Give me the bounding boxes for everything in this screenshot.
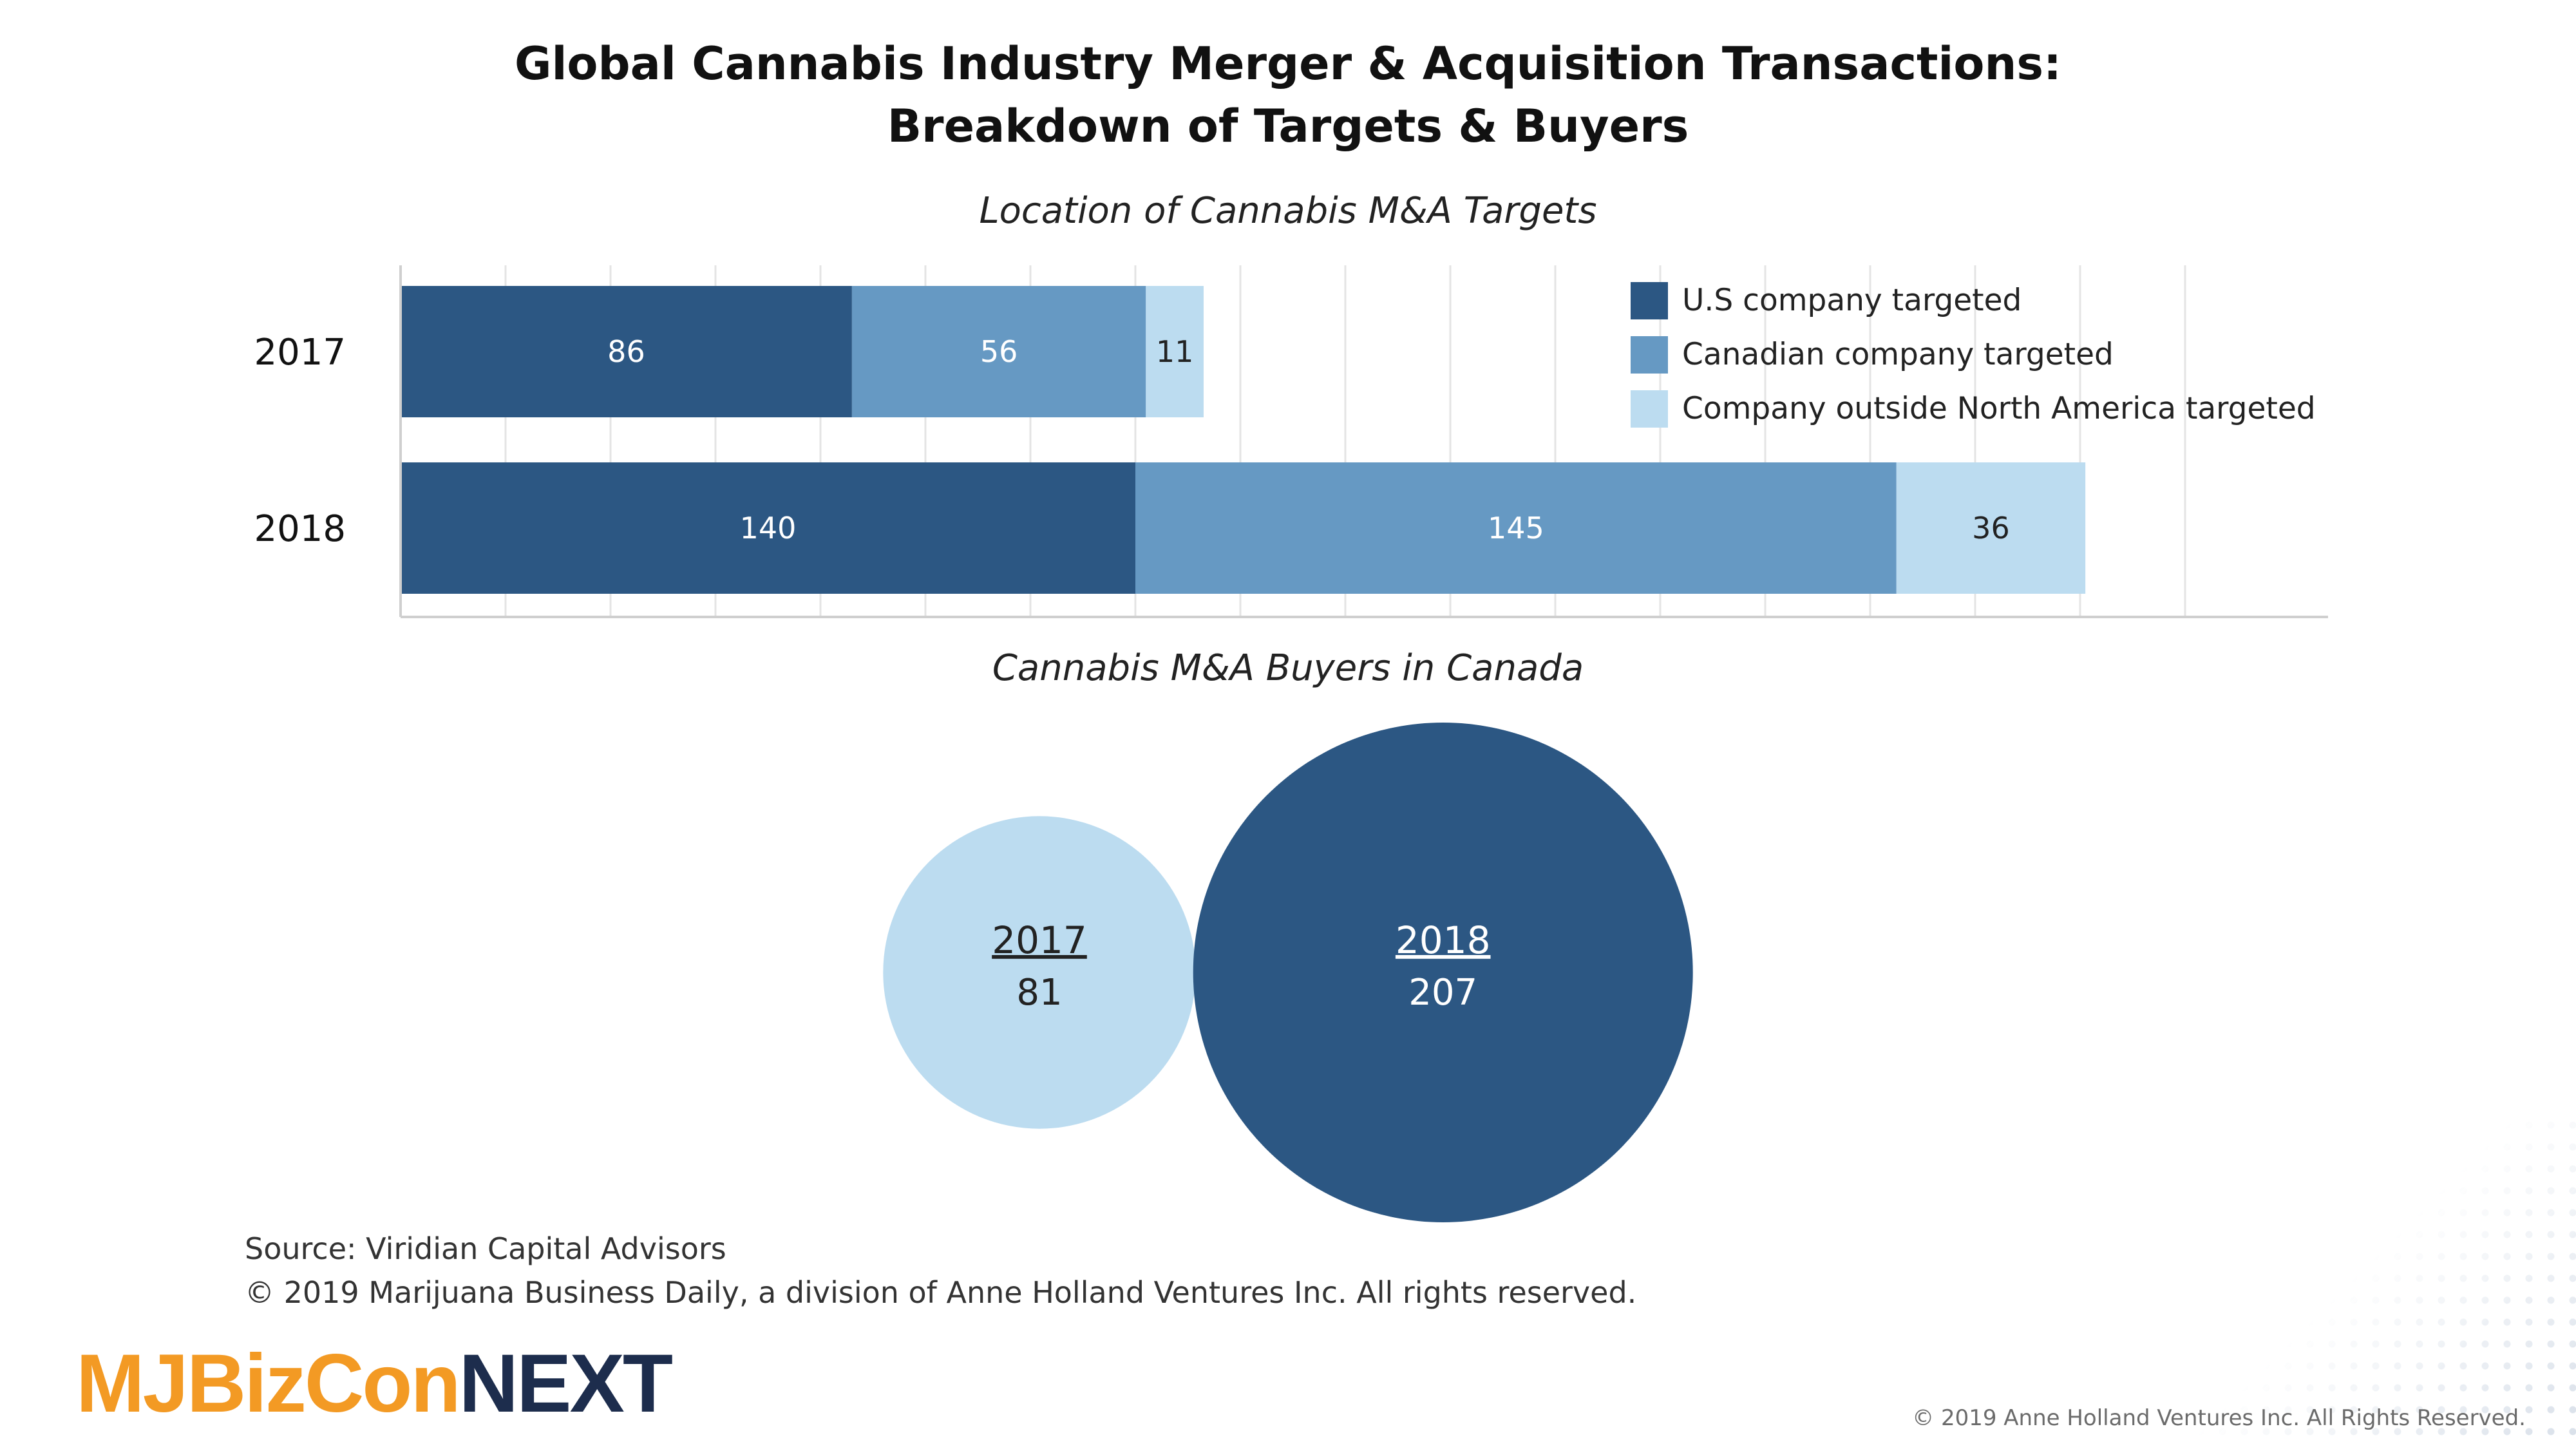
bar-axis: 2017 2018 — [254, 265, 2328, 618]
legend-swatch-1 — [1631, 282, 1668, 319]
chart-title-line2: Breakdown of Targets & Buyers — [887, 100, 1689, 153]
legend-label-1: U.S company targeted — [1682, 283, 2022, 318]
bar-chart-title: Location of Cannabis M&A Targets — [979, 190, 1597, 232]
bubble-year-label-2018: 2018 — [1396, 918, 1491, 962]
legend-label-2: Canadian company targeted — [1682, 337, 2114, 372]
bar-segment-2017-3 — [1146, 286, 1204, 417]
corner-copyright: © 2019 Anne Holland Ventures Inc. All Ri… — [1912, 1405, 2526, 1431]
y-tick-label-2017: 2017 — [254, 332, 346, 374]
bubble-value-label-2018: 207 — [1408, 972, 1477, 1014]
bar-segment-2018-3 — [1896, 462, 2086, 594]
data-label-2017-1: 86 — [607, 334, 645, 369]
bar-segment-2018-1 — [401, 462, 1135, 594]
bar-segment-2017-2 — [851, 286, 1146, 417]
y-tick-label-2018: 2018 — [254, 508, 346, 550]
copyright-note: © 2019 Marijuana Business Daily, a divis… — [245, 1275, 1637, 1310]
bar-segment-2018-2 — [1135, 462, 1897, 594]
legend: U.S company targeted Canadian company tar… — [1631, 282, 2316, 428]
bubble-value-label-2017: 81 — [1016, 972, 1062, 1014]
data-label-2018-3: 36 — [1972, 511, 2010, 545]
bubble-2018 — [1193, 723, 1693, 1222]
bubble-marks: 2017 81 2018 207 — [883, 723, 1693, 1222]
chart-title-line1: Global Cannabis Industry Merger & Acquis… — [514, 37, 2061, 90]
data-label-2017-2: 56 — [980, 334, 1018, 369]
bar-marks: 86 56 11 140 145 36 — [401, 286, 2086, 594]
data-label-2017-3: 11 — [1156, 334, 1194, 369]
legend-swatch-3 — [1631, 390, 1668, 428]
bubble-2017 — [883, 816, 1196, 1129]
data-label-2018-2: 145 — [1488, 511, 1544, 545]
bubble-chart-title: Cannabis M&A Buyers in Canada — [992, 647, 1584, 689]
halftone-decoration — [2190, 1114, 2576, 1449]
bubble-year-label-2017: 2017 — [992, 918, 1087, 962]
source-note: Source: Viridian Capital Advisors — [245, 1231, 726, 1266]
legend-label-3: Company outside North America targeted — [1682, 391, 2316, 426]
mjbizconnext-logo: MJBizConNEXT — [76, 1338, 673, 1430]
data-label-2018-1: 140 — [740, 511, 797, 545]
bar-segment-2017-1 — [401, 286, 852, 417]
legend-swatch-2 — [1631, 336, 1668, 374]
